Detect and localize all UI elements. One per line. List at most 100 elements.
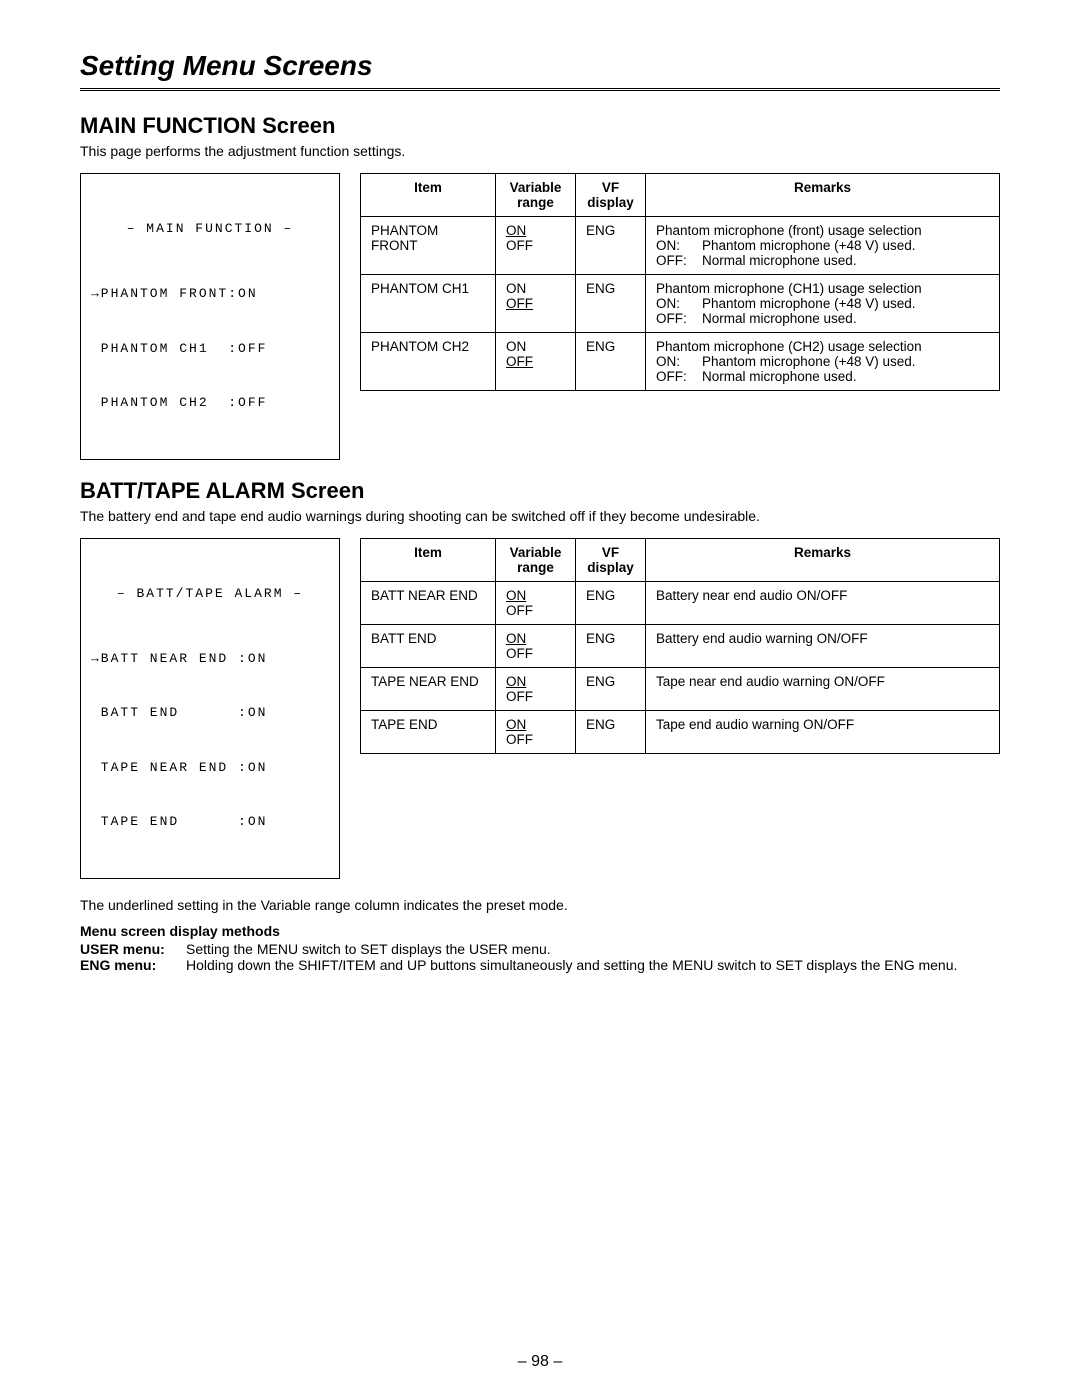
th-remarks: Remarks [646,538,1000,581]
section2-screen-line: →BATT NEAR END :ON [91,650,329,668]
table-row: TAPE NEAR END ONOFF ENG Tape near end au… [361,667,1000,710]
cell-remarks: Phantom microphone (front) usage selecti… [646,217,1000,275]
cell-vf: ENG [576,710,646,753]
methods-title: Menu screen display methods [80,923,1000,939]
range-default: ON [506,588,526,603]
cell-item: PHANTOM CH1 [361,275,496,333]
remarks-val: Phantom microphone (+48 V) used. [702,238,916,253]
cell-vf: ENG [576,667,646,710]
remarks-lead: Phantom microphone (front) usage selecti… [656,223,989,238]
remarks-val: Phantom microphone (+48 V) used. [702,296,916,311]
range-default: ON [506,674,526,689]
section1-row: – MAIN FUNCTION – →PHANTOM FRONT:ON PHAN… [80,173,1000,460]
page-number: – 98 – [80,1353,1000,1371]
cell-vf: ENG [576,275,646,333]
section1-screen-line: PHANTOM CH1 :OFF [91,340,329,358]
cell-remarks: Battery end audio warning ON/OFF [646,624,1000,667]
remarks-key: ON: [656,296,694,311]
method-line: USER menu: Setting the MENU switch to SE… [80,941,1000,957]
remarks-val: Normal microphone used. [702,253,857,268]
range-other: OFF [506,689,533,704]
remarks-key: OFF: [656,369,694,384]
table-row: BATT NEAR END ONOFF ENG Battery near end… [361,581,1000,624]
range-first: ON [506,281,526,296]
remarks-kv: ON: Phantom microphone (+48 V) used. [656,354,989,369]
cell-range: ONOFF [496,624,576,667]
range-other: OFF [506,238,533,253]
section2-row: – BATT/TAPE ALARM – →BATT NEAR END :ON B… [80,538,1000,879]
section1-heading: MAIN FUNCTION Screen [80,113,1000,139]
method-val: Setting the MENU switch to SET displays … [186,941,1000,957]
cell-item: BATT NEAR END [361,581,496,624]
range-other: OFF [506,732,533,747]
cell-range: ON OFF [496,217,576,275]
th-range: Variable range [496,174,576,217]
remarks-lead: Phantom microphone (CH2) usage selection [656,339,989,354]
range-default: ON [506,717,526,732]
table-row: PHANTOM CH2 ON OFF ENG Phantom microphon… [361,333,1000,391]
page-title: Setting Menu Screens [80,50,1000,91]
remarks-key: ON: [656,354,694,369]
section2-heading: BATT/TAPE ALARM Screen [80,478,1000,504]
range-other: OFF [506,646,533,661]
th-item: Item [361,538,496,581]
range-default: ON [506,223,526,238]
section2-desc: The battery end and tape end audio warni… [80,508,1000,524]
remarks-key: OFF: [656,311,694,326]
cell-item: PHANTOM FRONT [361,217,496,275]
th-vf: VF display [576,174,646,217]
cell-vf: ENG [576,624,646,667]
cell-item: TAPE NEAR END [361,667,496,710]
range-default: ON [506,631,526,646]
table-row: TAPE END ONOFF ENG Tape end audio warnin… [361,710,1000,753]
section1-screen-box: – MAIN FUNCTION – →PHANTOM FRONT:ON PHAN… [80,173,340,460]
remarks-val: Phantom microphone (+48 V) used. [702,354,916,369]
method-val: Holding down the SHIFT/ITEM and UP butto… [186,957,1000,973]
remarks-kv: ON:Phantom microphone (+48 V) used. [656,238,989,253]
remarks-kv: OFF: Normal microphone used. [656,253,989,268]
table-row: PHANTOM CH1 ON OFF ENG Phantom microphon… [361,275,1000,333]
cell-item: PHANTOM CH2 [361,333,496,391]
section2-screen-title: – BATT/TAPE ALARM – [91,585,329,603]
cell-vf: ENG [576,217,646,275]
remarks-val: Normal microphone used. [702,311,857,326]
table-row: PHANTOM FRONT ON OFF ENG Phantom microph… [361,217,1000,275]
remarks-val: Normal microphone used. [702,369,857,384]
cell-remarks: Phantom microphone (CH2) usage selection… [646,333,1000,391]
section2-screen-line: BATT END :ON [91,704,329,722]
section2-table: Item Variable range VF display Remarks B… [360,538,1000,754]
remarks-key: OFF: [656,253,694,268]
cell-vf: ENG [576,333,646,391]
section1-desc: This page performs the adjustment functi… [80,143,1000,159]
th-item: Item [361,174,496,217]
th-range: Variable range [496,538,576,581]
range-default: OFF [506,296,533,311]
cell-remarks: Tape end audio warning ON/OFF [646,710,1000,753]
section1-screen-line: PHANTOM CH2 :OFF [91,394,329,412]
th-remarks: Remarks [646,174,1000,217]
cell-item: BATT END [361,624,496,667]
method-key: ENG menu: [80,957,180,973]
cell-remarks: Phantom microphone (CH1) usage selection… [646,275,1000,333]
section2-screen-box: – BATT/TAPE ALARM – →BATT NEAR END :ON B… [80,538,340,879]
table-row: BATT END ONOFF ENG Battery end audio war… [361,624,1000,667]
method-key: USER menu: [80,941,180,957]
remarks-kv: ON: Phantom microphone (+48 V) used. [656,296,989,311]
th-vf: VF display [576,538,646,581]
method-line: ENG menu: Holding down the SHIFT/ITEM an… [80,957,1000,973]
remarks-lead: Phantom microphone (CH1) usage selection [656,281,989,296]
cell-range: ON OFF [496,333,576,391]
range-other: OFF [506,603,533,618]
section2-screen-line: TAPE END :ON [91,813,329,831]
document-page: Setting Menu Screens MAIN FUNCTION Scree… [0,0,1080,1391]
cell-item: TAPE END [361,710,496,753]
cell-remarks: Battery near end audio ON/OFF [646,581,1000,624]
cell-range: ON OFF [496,275,576,333]
cell-range: ONOFF [496,667,576,710]
table-header-row: Item Variable range VF display Remarks [361,174,1000,217]
cell-range: ONOFF [496,710,576,753]
range-default: OFF [506,354,533,369]
remarks-kv: OFF: Normal microphone used. [656,369,989,384]
range-first: ON [506,339,526,354]
cell-range: ONOFF [496,581,576,624]
